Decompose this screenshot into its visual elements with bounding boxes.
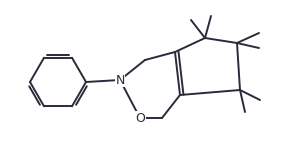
- Text: N: N: [115, 74, 125, 87]
- Text: O: O: [135, 112, 145, 125]
